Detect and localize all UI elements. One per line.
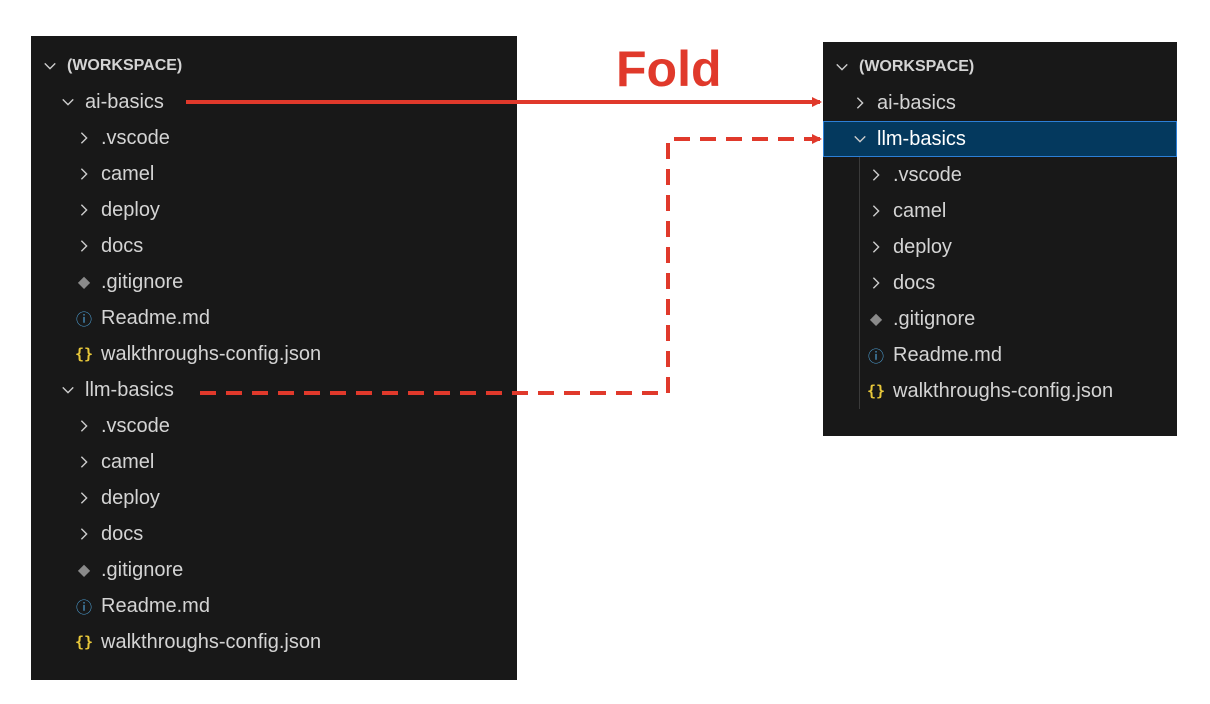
workspace-header[interactable]: (WORKSPACE) [31, 48, 517, 84]
subfolder-docs[interactable]: docs [823, 265, 1177, 301]
file-label: Readme.md [101, 306, 210, 329]
folder-label: llm-basics [85, 378, 174, 401]
subfolder-label: docs [101, 522, 144, 545]
folder-label: llm-basics [877, 127, 966, 150]
file-label: Readme.md [101, 594, 210, 617]
chevron-down-icon[interactable] [57, 91, 79, 113]
subfolder-vscode[interactable]: .vscode [31, 408, 517, 444]
chevron-down-icon[interactable] [57, 379, 79, 401]
subfolder-label: docs [893, 271, 936, 294]
chevron-right-icon[interactable] [73, 199, 95, 221]
explorer-panel-before: (WORKSPACE) ai-basics .vscode camel deploy do… [31, 36, 517, 680]
subfolder-label: camel [893, 199, 947, 222]
folder-llm-basics[interactable]: llm-basics [823, 121, 1177, 157]
workspace-header[interactable]: (WORKSPACE) [823, 49, 1177, 85]
file-label: .gitignore [101, 558, 184, 581]
file-gitignore[interactable]: ◆ .gitignore [31, 552, 517, 588]
json-icon: {} [74, 345, 94, 363]
file-label: walkthroughs-config.json [893, 379, 1114, 402]
subfolder-deploy[interactable]: deploy [823, 229, 1177, 265]
chevron-right-icon[interactable] [73, 523, 95, 545]
info-icon: ⓘ [75, 600, 92, 617]
folder-ai-basics[interactable]: ai-basics [823, 85, 1177, 121]
indent-guide [859, 157, 860, 409]
file-gitignore[interactable]: ◆ .gitignore [31, 264, 517, 300]
subfolder-label: deploy [101, 198, 160, 221]
file-label: walkthroughs-config.json [101, 630, 322, 653]
chevron-down-icon[interactable] [831, 56, 853, 78]
subfolder-label: deploy [101, 486, 160, 509]
file-walkthroughs-config-json[interactable]: {} walkthroughs-config.json [31, 336, 517, 372]
subfolder-label: camel [101, 450, 155, 473]
chevron-right-icon[interactable] [849, 92, 871, 114]
file-label: Readme.md [893, 343, 1002, 366]
file-readme-md[interactable]: ⓘ Readme.md [31, 588, 517, 624]
subfolder-label: docs [101, 234, 144, 257]
subfolder-camel[interactable]: camel [31, 156, 517, 192]
fold-annotation-label: Fold [616, 41, 722, 97]
subfolder-camel[interactable]: camel [823, 193, 1177, 229]
file-label: .gitignore [893, 307, 976, 330]
subfolder-docs[interactable]: docs [31, 516, 517, 552]
subfolder-camel[interactable]: camel [31, 444, 517, 480]
info-icon: ⓘ [75, 312, 92, 329]
file-readme-md[interactable]: ⓘ Readme.md [31, 300, 517, 336]
folder-llm-basics[interactable]: llm-basics [31, 372, 517, 408]
folder-ai-basics[interactable]: ai-basics [31, 84, 517, 120]
chevron-down-icon[interactable] [39, 55, 61, 77]
chevron-right-icon[interactable] [73, 163, 95, 185]
chevron-right-icon[interactable] [73, 415, 95, 437]
file-gitignore[interactable]: ◆ .gitignore [823, 301, 1177, 337]
json-icon: {} [866, 382, 886, 400]
workspace-title: (WORKSPACE) [67, 57, 183, 74]
subfolder-label: .vscode [101, 414, 170, 437]
chevron-right-icon[interactable] [865, 164, 887, 186]
chevron-right-icon[interactable] [73, 487, 95, 509]
workspace-title: (WORKSPACE) [859, 58, 975, 75]
info-icon: ⓘ [867, 349, 884, 366]
subfolder-vscode[interactable]: .vscode [31, 120, 517, 156]
file-label: walkthroughs-config.json [101, 342, 322, 365]
folder-label: ai-basics [85, 90, 164, 113]
subfolder-vscode[interactable]: .vscode [823, 157, 1177, 193]
subfolder-docs[interactable]: docs [31, 228, 517, 264]
subfolder-deploy[interactable]: deploy [31, 480, 517, 516]
file-walkthroughs-config-json[interactable]: {} walkthroughs-config.json [31, 624, 517, 660]
explorer-panel-after: (WORKSPACE) ai-basics llm-basics .vscode cam… [823, 42, 1177, 436]
chevron-right-icon[interactable] [73, 127, 95, 149]
chevron-right-icon[interactable] [865, 236, 887, 258]
json-icon: {} [74, 633, 94, 651]
git-icon: ◆ [77, 562, 91, 579]
chevron-down-icon[interactable] [849, 128, 871, 150]
file-readme-md[interactable]: ⓘ Readme.md [823, 337, 1177, 373]
subfolder-label: camel [101, 162, 155, 185]
file-label: .gitignore [101, 270, 184, 293]
chevron-right-icon[interactable] [865, 200, 887, 222]
git-icon: ◆ [869, 311, 883, 328]
chevron-right-icon[interactable] [73, 451, 95, 473]
chevron-right-icon[interactable] [73, 235, 95, 257]
folder-label: ai-basics [877, 91, 956, 114]
chevron-right-icon[interactable] [865, 272, 887, 294]
git-icon: ◆ [77, 274, 91, 291]
subfolder-label: deploy [893, 235, 952, 258]
subfolder-deploy[interactable]: deploy [31, 192, 517, 228]
subfolder-label: .vscode [101, 126, 170, 149]
subfolder-label: .vscode [893, 163, 962, 186]
file-walkthroughs-config-json[interactable]: {} walkthroughs-config.json [823, 373, 1177, 409]
